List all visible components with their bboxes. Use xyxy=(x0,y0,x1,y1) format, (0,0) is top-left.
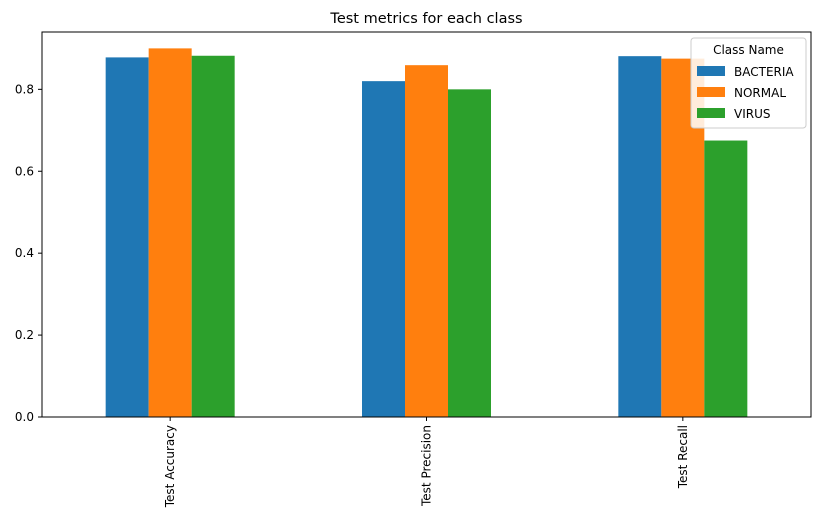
x-axis: Test Accuracy Test Precision Test Recall xyxy=(163,417,690,508)
x-tick-label: Test Recall xyxy=(676,425,690,489)
legend-swatch-bacteria xyxy=(697,66,725,76)
legend-label-bacteria: BACTERIA xyxy=(734,65,794,79)
y-axis: 0.0 0.2 0.4 0.6 0.8 xyxy=(15,82,42,424)
x-tick-label: Test Precision xyxy=(420,425,434,507)
legend: Class Name BACTERIA NORMAL VIRUS xyxy=(690,37,807,129)
y-tick-label: 0.6 xyxy=(15,164,34,178)
bar-normal-test-precision xyxy=(405,65,448,417)
y-tick-label: 0.0 xyxy=(15,410,34,424)
bar-virus-test-recall xyxy=(704,140,748,417)
y-tick-label: 0.2 xyxy=(15,328,34,342)
legend-label-virus: VIRUS xyxy=(734,107,771,121)
bar-bacteria-test-accuracy xyxy=(105,57,149,417)
legend-box xyxy=(690,37,807,129)
bars-group xyxy=(105,48,748,418)
bar-normal-test-accuracy xyxy=(148,48,192,417)
bar-virus-test-precision xyxy=(448,89,491,417)
legend-swatch-virus xyxy=(697,108,725,118)
legend-swatch-normal xyxy=(697,87,725,97)
legend-title: Class Name xyxy=(713,43,784,57)
bar-bacteria-test-recall xyxy=(618,56,662,418)
y-tick-label: 0.8 xyxy=(15,82,34,96)
x-tick-label: Test Accuracy xyxy=(163,425,177,508)
plot-frame xyxy=(41,31,812,418)
bar-virus-test-accuracy xyxy=(191,55,235,418)
chart-title: Test metrics for each class xyxy=(329,11,522,27)
bar-bacteria-test-precision xyxy=(362,81,405,418)
y-tick-label: 0.4 xyxy=(15,246,34,260)
legend-label-normal: NORMAL xyxy=(734,86,786,100)
